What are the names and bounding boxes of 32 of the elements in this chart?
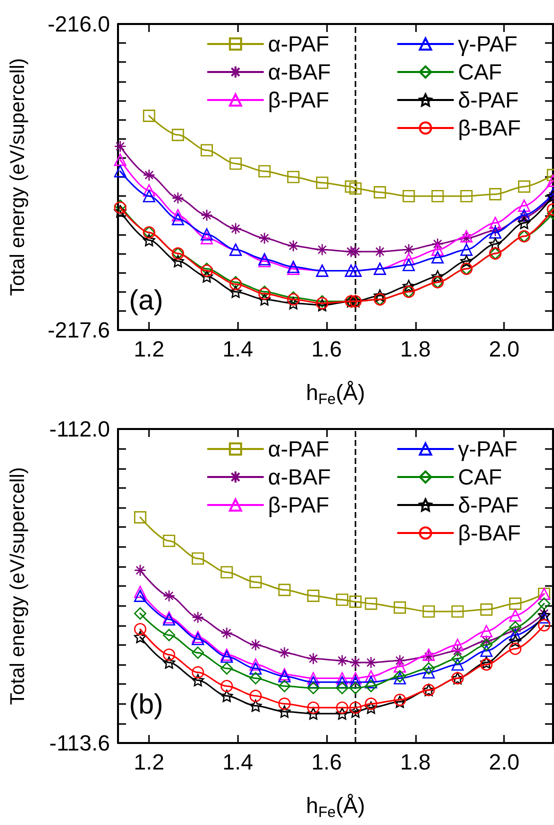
x-tick-label: 2.0 xyxy=(488,336,520,362)
x-tick-label: 1.2 xyxy=(134,750,164,774)
annotation: (b) xyxy=(129,688,164,720)
x-tick-label: 1.4 xyxy=(222,750,254,774)
x-tick-label: 1.4 xyxy=(222,336,254,362)
legend-label: α-BAF xyxy=(268,60,331,84)
annotation: (a) xyxy=(129,284,164,316)
y-tick-label: -216.0 xyxy=(48,12,110,36)
legend-label: CAF xyxy=(458,464,502,490)
y-tick-label: -112.0 xyxy=(49,416,110,442)
x-tick-label: 1.8 xyxy=(400,336,431,362)
legend-label: α-PAF xyxy=(268,436,330,462)
legend-label: α-PAF xyxy=(268,32,330,56)
legend-label: β-BAF xyxy=(458,116,521,140)
legend-label: β-BAF xyxy=(458,520,521,546)
x-tick-label: 1.8 xyxy=(400,750,431,774)
y-axis-title: Total energy (eV/supercell) xyxy=(7,58,29,296)
legend-label: CAF xyxy=(458,60,502,84)
legend-label: δ-PAF xyxy=(458,88,519,112)
x-tick-label: 1.6 xyxy=(311,336,342,362)
legend-label: β-PAF xyxy=(268,88,330,112)
y-tick-label: -217.6 xyxy=(48,318,110,342)
legend-label: α-BAF xyxy=(268,464,331,490)
y-axis-title: Total energy (eV/supercell) xyxy=(7,467,29,705)
legend-label: β-PAF xyxy=(268,492,330,518)
x-tick-label: 2.0 xyxy=(488,750,520,774)
y-tick-label: -113.6 xyxy=(49,730,110,756)
legend-label: γ-PAF xyxy=(458,32,518,56)
legend-label: δ-PAF xyxy=(458,492,519,518)
legend-label: γ-PAF xyxy=(458,436,518,462)
x-tick-label: 1.2 xyxy=(134,336,164,362)
x-tick-label: 1.6 xyxy=(311,750,342,774)
